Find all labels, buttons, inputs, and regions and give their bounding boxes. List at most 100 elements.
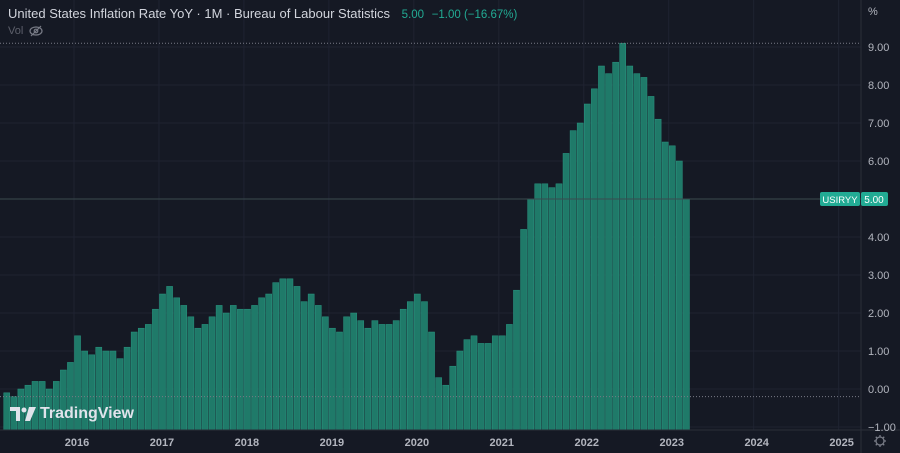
bar[interactable] (654, 118, 662, 431)
bar[interactable] (322, 316, 329, 431)
bar[interactable] (491, 335, 499, 431)
bar[interactable] (343, 316, 350, 431)
bar[interactable] (336, 331, 343, 431)
bar[interactable] (619, 42, 626, 431)
bar[interactable] (456, 350, 464, 431)
bar[interactable] (364, 327, 372, 431)
bar[interactable] (208, 316, 216, 431)
bar[interactable] (499, 335, 506, 431)
bar[interactable] (591, 88, 598, 431)
bar[interactable] (598, 65, 605, 431)
bar[interactable] (173, 297, 180, 431)
ticker-label-bg (820, 192, 860, 206)
bar[interactable] (555, 183, 563, 431)
bar[interactable] (286, 278, 294, 431)
y-tick-label: 1.00 (868, 346, 889, 358)
bar[interactable] (477, 343, 485, 431)
bar[interactable] (392, 320, 400, 431)
x-tick-label: 2019 (320, 437, 344, 449)
gear-icon-tooth (875, 436, 878, 439)
bar[interactable] (166, 286, 173, 431)
bar[interactable] (661, 141, 669, 431)
vol-label: Vol (8, 25, 24, 37)
bar[interactable] (307, 293, 315, 431)
bar[interactable] (350, 312, 357, 431)
bar[interactable] (605, 73, 612, 431)
bar[interactable] (230, 305, 237, 431)
gear-icon-tooth (882, 436, 885, 439)
bar[interactable] (215, 305, 223, 431)
bar[interactable] (194, 327, 202, 431)
bar[interactable] (272, 282, 280, 431)
bar[interactable] (137, 327, 145, 431)
bar[interactable] (201, 324, 209, 431)
bar[interactable] (513, 289, 520, 431)
bar[interactable] (520, 229, 527, 431)
y-tick-label: 9.00 (868, 42, 889, 54)
bar[interactable] (222, 312, 230, 431)
bar[interactable] (428, 331, 435, 431)
bar[interactable] (265, 293, 272, 431)
bar[interactable] (527, 198, 534, 431)
y-tick-label: 0.00 (868, 384, 889, 396)
bar[interactable] (633, 73, 641, 431)
bar[interactable] (414, 293, 421, 431)
bar[interactable] (385, 324, 393, 431)
bar[interactable] (279, 278, 287, 431)
bar[interactable] (152, 308, 159, 431)
bar[interactable] (668, 145, 676, 431)
bar[interactable] (562, 153, 570, 431)
bar[interactable] (541, 183, 549, 431)
bar[interactable] (300, 301, 308, 431)
bar[interactable] (484, 343, 492, 431)
eye-hidden-icon[interactable] (29, 25, 43, 37)
bar[interactable] (180, 305, 188, 431)
x-tick-label: 2017 (150, 437, 174, 449)
x-tick-label: 2021 (490, 437, 514, 449)
tradingview-logo-icon (10, 407, 36, 421)
tradingview-logo[interactable]: TradingView (10, 405, 134, 423)
bar[interactable] (244, 308, 251, 431)
bar[interactable] (187, 316, 195, 431)
bar[interactable] (626, 65, 634, 431)
bar[interactable] (159, 293, 166, 431)
bar[interactable] (548, 187, 556, 431)
bar[interactable] (329, 327, 336, 431)
bar[interactable] (683, 198, 690, 431)
y-tick-label: 6.00 (868, 156, 889, 168)
x-tick-label: 2018 (235, 437, 259, 449)
bar[interactable] (371, 320, 379, 431)
bar[interactable] (640, 77, 648, 431)
bar[interactable] (357, 320, 365, 431)
logo-text: TradingView (40, 405, 134, 422)
bar[interactable] (145, 324, 152, 431)
gear-icon-tooth (882, 443, 885, 446)
bar[interactable] (584, 103, 591, 431)
bar[interactable] (442, 384, 449, 431)
bar[interactable] (3, 392, 11, 431)
bar[interactable] (237, 308, 244, 431)
bar[interactable] (407, 301, 414, 431)
bar[interactable] (569, 130, 577, 431)
y-tick-label: 8.00 (868, 80, 889, 92)
bar[interactable] (399, 308, 407, 431)
bar[interactable] (506, 324, 513, 431)
bar[interactable] (463, 339, 471, 431)
bar[interactable] (293, 286, 301, 431)
bar[interactable] (421, 301, 428, 431)
bar[interactable] (612, 61, 619, 431)
y-tick-label: 3.00 (868, 270, 889, 282)
bar[interactable] (314, 305, 322, 431)
bar[interactable] (251, 305, 258, 431)
bar[interactable] (378, 324, 386, 431)
bar[interactable] (470, 335, 478, 431)
bar[interactable] (647, 96, 655, 431)
bar[interactable] (435, 377, 442, 431)
volume-legend[interactable]: Vol (8, 25, 43, 37)
bar[interactable] (676, 160, 683, 431)
bar[interactable] (576, 122, 584, 431)
bar[interactable] (258, 297, 265, 431)
bar[interactable] (449, 365, 457, 431)
bar[interactable] (534, 183, 542, 431)
